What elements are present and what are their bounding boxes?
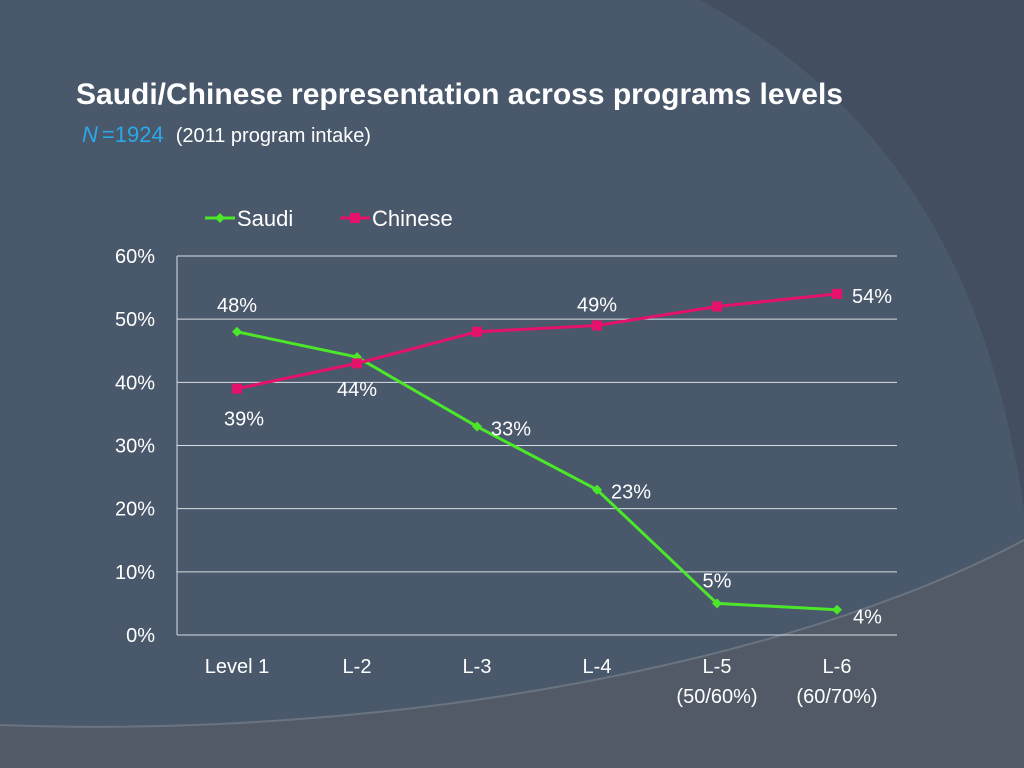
data-point-saudi	[592, 484, 602, 495]
series-line-saudi	[236, 330, 838, 612]
data-label-saudi: 33%	[491, 419, 531, 441]
data-label-saudi: 23%	[611, 482, 651, 504]
subtitle-note: (2011 program intake)	[175, 125, 371, 147]
data-point-saudi	[232, 326, 242, 337]
y-tick-label: 40%	[115, 372, 155, 394]
series-line-chinese	[236, 292, 838, 391]
data-label-saudi: 48%	[217, 295, 257, 317]
sample-size-symbol: N	[82, 122, 98, 147]
x-tick-label: L-2	[343, 656, 372, 678]
x-tick-label: L-5	[703, 656, 732, 678]
data-label-chinese: 54%	[852, 286, 892, 308]
data-point-saudi	[712, 598, 722, 609]
x-tick-label: L-4	[583, 656, 612, 678]
x-tick-label: L-3	[463, 656, 492, 678]
x-tick-label: Level 1	[205, 656, 270, 678]
data-label-saudi: 5%	[703, 570, 732, 592]
y-tick-label: 20%	[115, 499, 155, 521]
slide-title: Saudi/Chinese representation across prog…	[76, 78, 843, 111]
data-point-chinese	[352, 358, 362, 369]
legend-label: Saudi	[237, 206, 293, 231]
slide-subtitle: N =1924 (2011 program intake)	[82, 122, 371, 148]
legend-marker-chinese	[350, 213, 360, 223]
data-point-chinese	[712, 301, 722, 312]
x-tick-label: L-6	[823, 656, 852, 678]
sample-size-value: =1924	[101, 122, 164, 147]
x-tick-label: (50/60%)	[676, 686, 757, 708]
data-point-chinese	[832, 288, 842, 299]
y-tick-label: 60%	[115, 246, 155, 268]
y-tick-label: 10%	[115, 562, 155, 584]
data-point-chinese	[472, 326, 482, 337]
data-point-chinese	[232, 383, 242, 394]
data-point-saudi	[472, 421, 482, 432]
data-label-saudi: 44%	[337, 379, 377, 401]
y-tick-label: 0%	[126, 625, 155, 647]
data-label-chinese: 39%	[224, 409, 264, 431]
data-label-chinese: 49%	[577, 294, 617, 316]
data-point-saudi	[832, 604, 842, 615]
legend-marker-saudi	[215, 213, 225, 223]
y-tick-label: 50%	[115, 309, 155, 331]
legend-label: Chinese	[372, 206, 453, 231]
data-label-saudi: 4%	[853, 607, 882, 629]
data-point-chinese	[592, 320, 602, 331]
y-tick-label: 30%	[115, 436, 155, 458]
x-tick-label: (60/70%)	[796, 686, 877, 708]
